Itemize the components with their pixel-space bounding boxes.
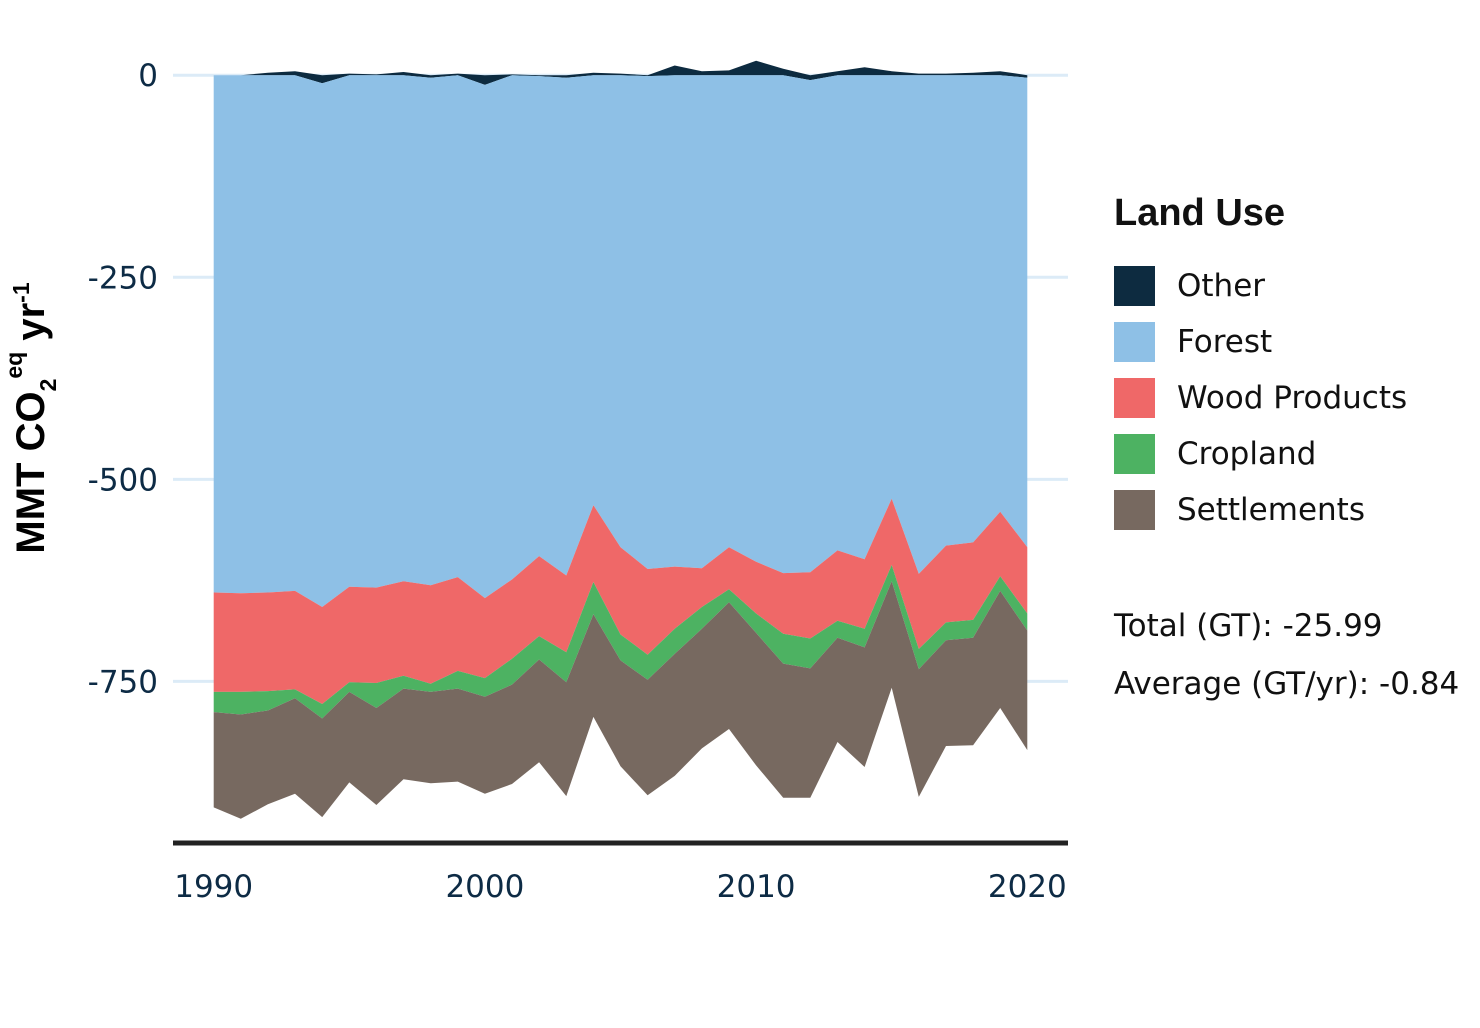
legend-label: Forest [1177,324,1273,360]
x-tick-label: 2010 [717,869,796,905]
x-tick-label: 2000 [445,869,524,905]
y-tick-labels: 0 -250 -500 -750 [88,58,158,700]
legend-label: Other [1177,268,1266,304]
legend-swatch [1114,322,1155,362]
x-tick-labels: 1990 2000 2010 2020 [174,869,1067,905]
area-wood-products [213,498,1028,704]
legend-item-cropland: Cropland [1114,434,1474,474]
legend-swatch [1114,378,1155,418]
legend-item-settlements: Settlements [1114,490,1474,530]
legend-title: Land Use [1114,192,1286,234]
legend-swatch [1114,266,1155,306]
y-tick-label: -750 [88,664,158,700]
legend-label: Settlements [1177,492,1365,528]
y-tick-label: -500 [88,462,158,498]
total-stat: Total (GT): -25.99 [1114,608,1383,644]
x-tick-label: 2020 [988,869,1067,905]
y-axis-label: MMT CO2eq yr-1 [1,282,61,553]
y-tick-label: -250 [88,260,158,296]
x-tick-label: 1990 [174,869,253,905]
area-forest [213,75,1028,607]
legend-swatch [1114,490,1155,530]
legend-item-forest: Forest [1114,322,1474,362]
area-other [213,60,1028,85]
legend-item-wood-products: Wood Products [1114,378,1474,418]
area-settlements [213,581,1028,819]
y-tick-label: 0 [138,58,158,94]
area-cropland [213,565,1028,719]
legend-label: Cropland [1177,436,1317,472]
average-stat: Average (GT/yr): -0.84 [1114,666,1460,702]
stacked-areas [213,60,1028,819]
summary-stats: Total (GT): -25.99 Average (GT/yr): -0.8… [1114,604,1459,720]
legend-swatch [1114,434,1155,474]
legend: Land Use Other Forest Wood Products Croplan… [1114,190,1474,546]
legend-label: Wood Products [1177,380,1408,416]
legend-item-other: Other [1114,266,1474,306]
